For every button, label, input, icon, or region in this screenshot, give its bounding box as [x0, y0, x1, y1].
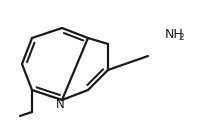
Text: NH: NH — [165, 28, 184, 40]
Text: N: N — [56, 98, 64, 110]
Text: 2: 2 — [179, 34, 184, 42]
